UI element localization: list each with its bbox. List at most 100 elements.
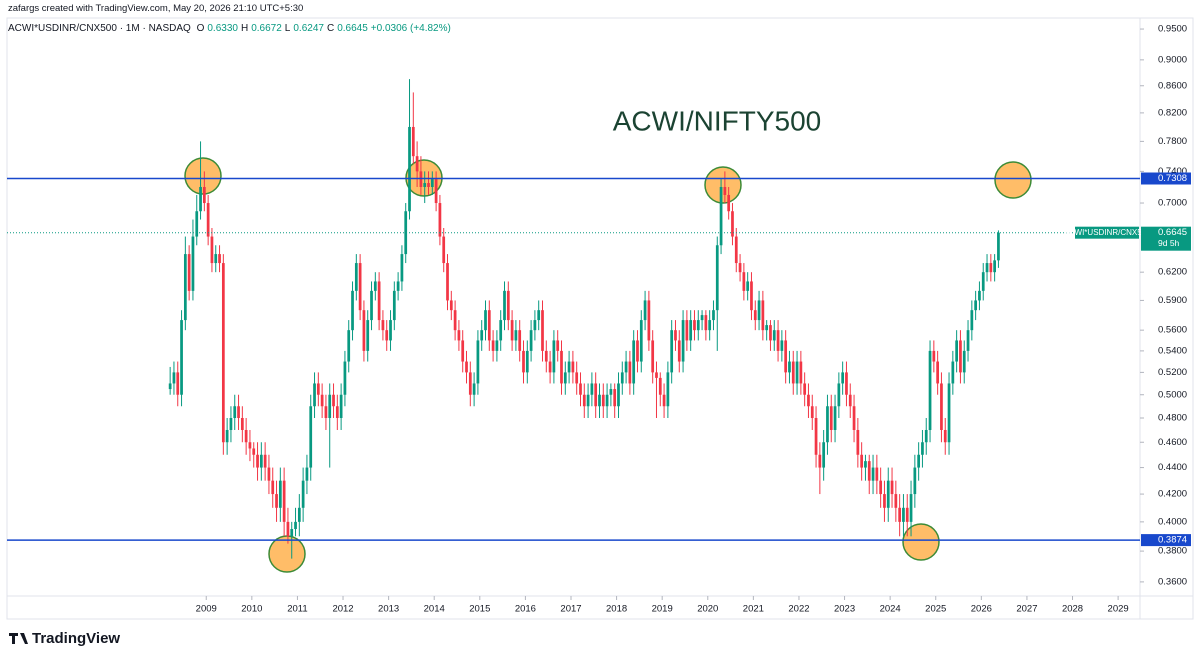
candle-body bbox=[430, 179, 434, 187]
candle-body bbox=[202, 186, 206, 204]
candle-body bbox=[883, 494, 886, 508]
y-tick-label: 0.3800 bbox=[1158, 546, 1187, 557]
last-price-name: ACWI*USDINR/CNX500 bbox=[1063, 228, 1151, 237]
candle-body bbox=[609, 389, 613, 395]
candle-body bbox=[848, 394, 852, 407]
candle-body bbox=[639, 320, 643, 362]
price-label-box bbox=[1141, 534, 1191, 547]
y-tick-label: 0.7400 bbox=[1158, 166, 1187, 177]
candle-body bbox=[928, 350, 932, 430]
candle-body bbox=[978, 290, 981, 301]
candle-body bbox=[795, 361, 799, 384]
price-label: 0.7308 bbox=[1158, 173, 1187, 184]
x-tick-label: 2014 bbox=[424, 604, 445, 615]
x-tick-label: 2010 bbox=[241, 604, 262, 615]
candle-body bbox=[833, 406, 837, 430]
candle-body bbox=[818, 454, 822, 468]
candle-body bbox=[624, 361, 628, 373]
price-label: 0.3874 bbox=[1158, 535, 1187, 546]
candle-body bbox=[199, 186, 202, 212]
candle-body bbox=[427, 183, 430, 187]
x-tick-label: 2024 bbox=[880, 604, 901, 615]
candle-body bbox=[533, 320, 537, 331]
candle-body bbox=[294, 521, 297, 530]
candle-body bbox=[822, 442, 826, 468]
candle-body bbox=[905, 507, 909, 522]
candle-body bbox=[959, 340, 962, 373]
candle-body bbox=[548, 361, 552, 373]
candle-body bbox=[860, 454, 864, 468]
candle-body bbox=[495, 340, 499, 351]
candle-body bbox=[377, 281, 381, 321]
candle-body bbox=[852, 406, 856, 430]
candle-body bbox=[921, 442, 924, 455]
annotation-title: ACWI/NIFTY500 bbox=[613, 105, 821, 136]
candle-body bbox=[875, 467, 879, 481]
y-tick-label: 0.4000 bbox=[1158, 516, 1187, 527]
highlight-circle bbox=[994, 161, 1032, 199]
candle-body bbox=[320, 394, 324, 407]
candle-body bbox=[845, 372, 848, 395]
candle-body bbox=[791, 361, 795, 384]
y-tick-label: 0.6200 bbox=[1158, 267, 1187, 278]
legend-key: C bbox=[326, 23, 335, 34]
y-tick-label: 0.7800 bbox=[1158, 136, 1187, 147]
candle-body bbox=[890, 480, 894, 495]
candle-body bbox=[225, 429, 229, 443]
candle-body bbox=[381, 320, 385, 331]
countdown: 9d 5h bbox=[1158, 238, 1180, 248]
legend-value: 0.6645 bbox=[337, 23, 368, 34]
candle-body bbox=[286, 521, 290, 537]
candle-body bbox=[647, 300, 651, 341]
candle-body bbox=[620, 372, 624, 384]
candle-body bbox=[229, 417, 233, 430]
candle-body bbox=[658, 377, 662, 395]
candle-body bbox=[195, 211, 199, 237]
candle-body bbox=[601, 394, 605, 407]
y-tick-label: 0.5000 bbox=[1158, 389, 1187, 400]
candle-body bbox=[605, 394, 609, 407]
legend-value: 0.6672 bbox=[251, 23, 282, 34]
y-tick-label: 0.4400 bbox=[1158, 462, 1187, 473]
candle-body bbox=[529, 330, 533, 351]
legend-value: 0.6330 bbox=[207, 23, 238, 34]
candle-body bbox=[753, 310, 757, 321]
candle-body bbox=[335, 406, 339, 418]
candle-body bbox=[879, 480, 883, 495]
x-tick-label: 2021 bbox=[743, 604, 764, 615]
candle-body bbox=[305, 467, 309, 481]
candle-body bbox=[457, 330, 461, 341]
candle-body bbox=[784, 340, 788, 373]
candle-body bbox=[556, 340, 560, 351]
last-price-label: 0.6645 bbox=[1158, 227, 1187, 238]
candle-body bbox=[681, 320, 685, 362]
candle-body bbox=[772, 330, 776, 341]
candle-body bbox=[278, 480, 282, 508]
candle-body bbox=[484, 310, 487, 331]
candle-body bbox=[510, 320, 514, 341]
candle-body bbox=[491, 340, 495, 351]
candle-body bbox=[776, 330, 780, 351]
candle-body bbox=[560, 350, 563, 384]
candle-body bbox=[343, 361, 347, 395]
candle-body bbox=[267, 467, 271, 481]
candle-body bbox=[689, 320, 693, 341]
candle-body bbox=[867, 461, 871, 481]
candle-body bbox=[643, 300, 647, 321]
candle-body bbox=[814, 417, 818, 455]
y-tick-label: 0.4200 bbox=[1158, 489, 1187, 500]
legend-key: L bbox=[284, 23, 291, 34]
candle-body bbox=[191, 236, 195, 291]
legend: ACWI*USDINR/CNX500 · 1M · NASDAQ O 0.6330… bbox=[8, 23, 454, 34]
candle-body bbox=[544, 350, 548, 362]
candle-body bbox=[168, 383, 172, 390]
candle-body bbox=[290, 529, 294, 537]
candle-body bbox=[719, 186, 723, 246]
candle-body bbox=[396, 281, 400, 291]
candle-body bbox=[366, 320, 370, 351]
legend-value: 0.6247 bbox=[293, 23, 324, 34]
candle-body bbox=[332, 394, 335, 407]
candle-body bbox=[476, 340, 480, 384]
candle-body bbox=[579, 383, 582, 395]
